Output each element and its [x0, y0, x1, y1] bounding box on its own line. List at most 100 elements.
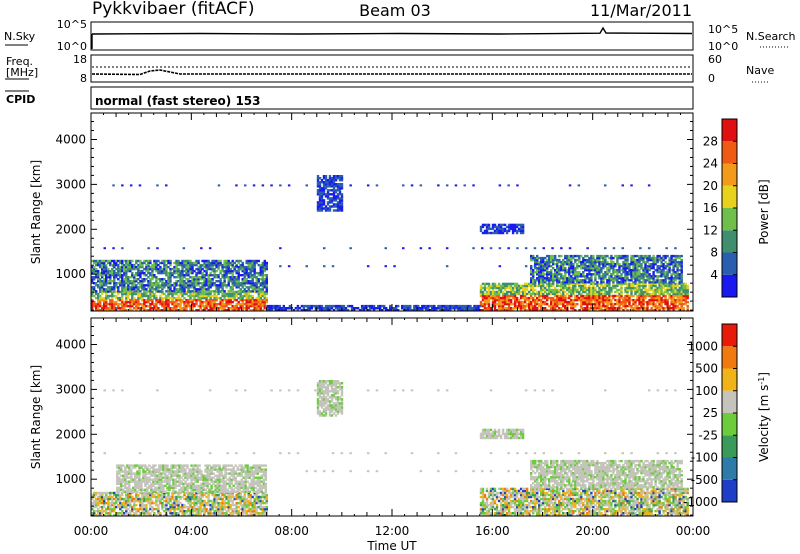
- data-cell: [155, 302, 158, 306]
- data-cell: [493, 282, 497, 286]
- data-cell: [540, 294, 543, 298]
- data-cell: [574, 282, 577, 286]
- data-cell: [582, 279, 585, 282]
- data-cell: [340, 179, 344, 182]
- data-cell: [229, 286, 232, 289]
- data-cell: [608, 275, 611, 278]
- data-cell: [584, 258, 587, 262]
- data-cell: [503, 286, 507, 290]
- data-cell: [131, 267, 134, 271]
- data-cell: [125, 269, 128, 273]
- data-cell: [670, 288, 673, 292]
- data-cell: [117, 282, 120, 285]
- data-cell: [133, 265, 136, 269]
- data-cell: [213, 296, 216, 300]
- data-cell: [143, 307, 146, 310]
- data-cell: [578, 290, 581, 294]
- data-cell: [338, 179, 342, 182]
- cpid-mode: normal (fast stereo) 153: [95, 94, 261, 108]
- data-cell: [507, 307, 511, 310]
- data-cell: [618, 307, 621, 310]
- data-cell: [159, 296, 162, 300]
- data-cell: [179, 296, 182, 300]
- data-cell: [666, 288, 669, 292]
- data-cell: [141, 499, 144, 503]
- data-cell: [191, 294, 194, 298]
- data-cell: [169, 282, 172, 285]
- data-cell: [507, 298, 511, 302]
- data-cell: [201, 292, 204, 296]
- data-cell: [137, 294, 140, 298]
- data-cell: [201, 271, 204, 275]
- data-cell: [155, 288, 158, 291]
- data-cell: [165, 263, 168, 267]
- data-cell: [101, 307, 104, 310]
- data-cell: [245, 286, 248, 289]
- data-cell: [548, 296, 551, 300]
- data-cell: [546, 292, 549, 296]
- data-cell: [129, 276, 132, 279]
- data-cell: [632, 275, 635, 278]
- data-cell: [221, 276, 224, 279]
- data-cell: [209, 263, 212, 267]
- data-cell: [513, 294, 517, 298]
- data-cell: [231, 292, 234, 296]
- data-cell: [644, 300, 647, 304]
- data-cell: [360, 309, 364, 312]
- data-cell: [340, 177, 344, 180]
- data-cell: [181, 509, 184, 513]
- data-cell: [336, 304, 340, 308]
- data-cell: [578, 273, 581, 276]
- data-cell: [135, 271, 138, 275]
- data-cell: [542, 263, 545, 266]
- data-cell: [187, 304, 190, 308]
- data-cell: [189, 282, 192, 285]
- data-cell: [521, 227, 525, 231]
- data-cell: [173, 499, 176, 503]
- nsearch-label: N.Search: [746, 30, 796, 43]
- data-cell: [183, 509, 186, 513]
- data-cell: [145, 267, 148, 271]
- data-cell: [528, 284, 531, 288]
- data-cell: [201, 300, 204, 304]
- data-cell: [489, 227, 493, 231]
- data-cell: [163, 261, 166, 265]
- data-cell: [99, 491, 102, 495]
- data-cell: [598, 286, 601, 290]
- data-cell: [467, 309, 470, 312]
- colorbar-tick-label: 4: [710, 268, 718, 282]
- data-cell: [105, 271, 108, 275]
- data-cell: [149, 302, 152, 306]
- data-cell: [237, 261, 240, 265]
- data-cell: [193, 280, 196, 283]
- data-cell: [554, 271, 557, 274]
- data-cell: [515, 284, 519, 288]
- data-cell: [634, 279, 637, 282]
- data-cell: [249, 259, 252, 263]
- data-cell: [225, 304, 228, 308]
- data-cell: [117, 505, 120, 509]
- data-cell: [125, 302, 128, 306]
- data-cell: [552, 302, 555, 306]
- data-cell: [115, 495, 118, 499]
- data-cell: [181, 514, 184, 517]
- data-cell: [556, 267, 559, 270]
- data-cell: [646, 267, 649, 270]
- data-cell: [249, 298, 252, 302]
- data-cell: [489, 290, 493, 294]
- data-cell: [582, 284, 585, 288]
- data-cell: [328, 177, 332, 180]
- data-cell: [135, 304, 138, 308]
- data-cell: [538, 290, 541, 294]
- data-cell: [598, 298, 601, 302]
- data-cell: [487, 286, 491, 290]
- data-cell: [600, 290, 603, 294]
- data-cell: [113, 276, 116, 279]
- data-cell: [665, 247, 668, 250]
- data-cell: [516, 184, 519, 187]
- data-cell: [193, 294, 196, 298]
- data-cell: [249, 267, 252, 271]
- data-cell: [131, 263, 134, 267]
- data-cell: [195, 271, 198, 275]
- data-cell: [129, 304, 132, 308]
